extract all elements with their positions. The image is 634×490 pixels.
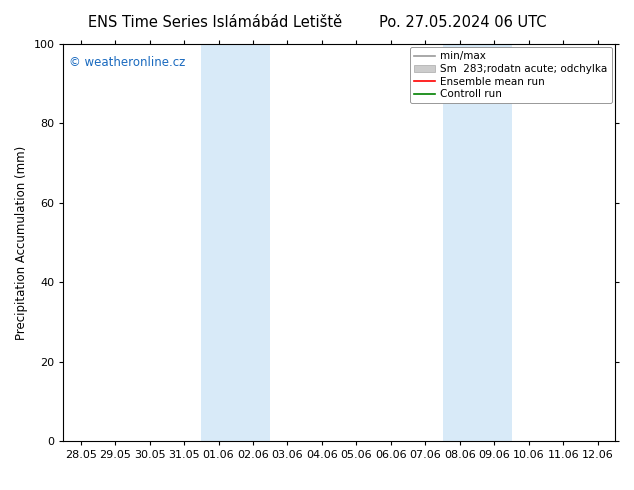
Text: © weatheronline.cz: © weatheronline.cz xyxy=(69,56,185,69)
Bar xyxy=(443,44,512,441)
Y-axis label: Precipitation Accumulation (mm): Precipitation Accumulation (mm) xyxy=(15,146,28,340)
Legend: min/max, Sm  283;rodatn acute; odchylka, Ensemble mean run, Controll run: min/max, Sm 283;rodatn acute; odchylka, … xyxy=(410,47,612,103)
Bar xyxy=(202,44,270,441)
Text: ENS Time Series Islámábád Letiště        Po. 27.05.2024 06 UTC: ENS Time Series Islámábád Letiště Po. 27… xyxy=(87,15,547,30)
